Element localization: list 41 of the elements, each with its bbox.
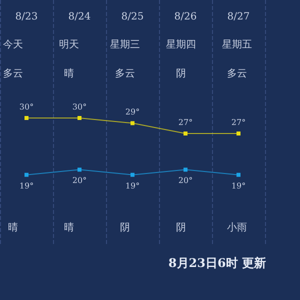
text: 今天 bbox=[3, 38, 23, 50]
point bbox=[78, 116, 82, 120]
data-label: 19° bbox=[19, 181, 34, 190]
text: 多云 bbox=[227, 68, 247, 80]
text: 多云 bbox=[115, 68, 135, 80]
point bbox=[130, 121, 134, 126]
data-label: 30° bbox=[19, 102, 34, 112]
text: 晴 bbox=[64, 68, 74, 80]
text: 晴 bbox=[64, 222, 74, 234]
point bbox=[24, 116, 28, 120]
data-label: 27° bbox=[178, 118, 193, 127]
text: 8月23日6时 更新 bbox=[168, 256, 266, 270]
x-tick-label: 8/25 bbox=[121, 12, 144, 22]
text: 阴 bbox=[176, 68, 186, 80]
data-label: 27° bbox=[231, 118, 246, 127]
x-tick-label: 8/27 bbox=[227, 12, 250, 22]
x-tick-label: 8/23 bbox=[15, 12, 38, 22]
text: 星期五 bbox=[222, 38, 252, 50]
text: 小雨 bbox=[227, 222, 247, 234]
text: 阴 bbox=[120, 222, 130, 234]
point bbox=[184, 168, 188, 172]
text: 多云 bbox=[3, 68, 23, 80]
data-label: 20° bbox=[178, 176, 193, 186]
text: 阴 bbox=[176, 222, 186, 234]
text: 星期四 bbox=[166, 38, 196, 50]
point bbox=[184, 132, 188, 136]
text: 明天 bbox=[59, 40, 79, 50]
data-label: 19° bbox=[125, 181, 140, 190]
point bbox=[130, 172, 134, 177]
data-label: 20° bbox=[72, 176, 87, 186]
data-label: 30° bbox=[72, 102, 87, 112]
point bbox=[78, 168, 82, 172]
point bbox=[236, 132, 240, 136]
text: 晴 bbox=[8, 222, 18, 234]
data-label: 19° bbox=[231, 181, 246, 190]
data-label: 29° bbox=[125, 108, 140, 117]
x-tick-label: 8/24 bbox=[68, 12, 91, 22]
x-tick-label: 8/26 bbox=[174, 12, 197, 22]
point bbox=[24, 172, 28, 177]
point bbox=[236, 172, 240, 177]
text: 星期三 bbox=[110, 38, 140, 50]
